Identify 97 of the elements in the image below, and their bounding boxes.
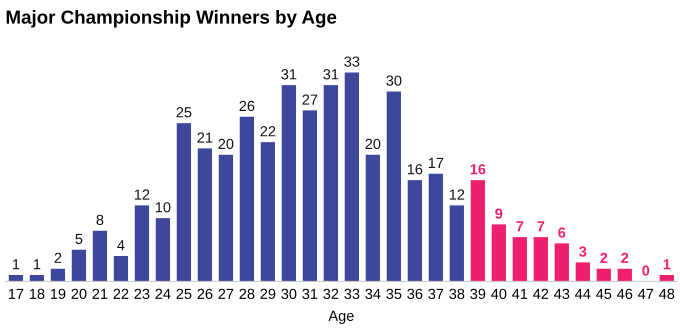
data-label: 2 [600, 252, 608, 263]
bar [176, 123, 192, 282]
data-label: 0 [642, 265, 650, 276]
data-label: 20 [218, 138, 234, 150]
bar [8, 275, 24, 282]
bar [260, 142, 276, 282]
data-label: 22 [260, 126, 276, 136]
bar [156, 218, 170, 282]
x-tick-label: 17 [8, 288, 24, 299]
data-label: 12 [134, 189, 150, 200]
x-tick-label: 22 [114, 288, 128, 299]
bar [324, 85, 338, 282]
x-tick-label: 26 [198, 288, 212, 300]
chart-title: Major Championship Winners by Age [6, 10, 336, 28]
x-tick-label: 47 [638, 288, 654, 299]
x-tick-label: 42 [533, 288, 548, 299]
x-tick-label: 48 [659, 288, 674, 300]
data-label: 20 [365, 138, 380, 150]
x-tick-label: 35 [386, 288, 402, 300]
x-tick-label: 41 [512, 288, 528, 299]
data-label: 6 [558, 227, 566, 238]
data-label: 27 [302, 94, 318, 105]
data-label: 31 [323, 69, 338, 80]
data-label: 12 [450, 189, 464, 200]
bar [344, 72, 359, 282]
data-label: 8 [96, 214, 104, 226]
x-tick-label: 40 [491, 288, 506, 300]
data-label: 16 [408, 164, 422, 174]
data-label: 2 [621, 252, 628, 263]
data-label: 4 [117, 240, 125, 250]
x-tick-label: 34 [365, 288, 381, 300]
bar [134, 205, 150, 282]
data-label: 7 [516, 221, 524, 232]
x-tick-label: 23 [134, 288, 150, 300]
x-axis-title: Age [328, 310, 354, 324]
bar [114, 256, 128, 282]
x-tick-label: 31 [302, 288, 318, 300]
bar [218, 154, 234, 282]
x-tick-label: 24 [156, 288, 171, 299]
bar [470, 180, 485, 282]
x-tick-label: 28 [240, 288, 254, 300]
x-tick-label: 19 [50, 288, 66, 300]
x-tick-label: 36 [407, 288, 422, 300]
data-label: 9 [495, 208, 502, 219]
x-tick-label: 45 [596, 288, 612, 300]
data-label: 21 [198, 132, 212, 143]
bar [596, 268, 611, 282]
x-tick-label: 27 [218, 288, 234, 299]
x-tick-label: 18 [30, 288, 44, 300]
bar [428, 174, 443, 282]
x-tick-label: 43 [554, 288, 570, 300]
x-tick-label: 21 [92, 288, 108, 299]
bar [92, 230, 108, 282]
x-tick-label: 30 [281, 288, 296, 300]
x-tick-label: 44 [575, 288, 590, 299]
bar [386, 91, 401, 282]
x-tick-label: 25 [176, 288, 192, 300]
bar [302, 110, 318, 282]
data-label: 1 [664, 259, 670, 270]
bar [366, 154, 380, 282]
bar [554, 243, 569, 282]
bar [30, 275, 44, 282]
bar [492, 224, 506, 282]
data-label: 2 [54, 252, 62, 263]
bar [50, 268, 66, 282]
data-label: 10 [156, 202, 170, 212]
data-label: 31 [281, 69, 296, 80]
x-tick-label: 37 [428, 288, 444, 300]
x-tick-label: 38 [449, 288, 464, 300]
data-label: 30 [386, 75, 402, 86]
bar [282, 85, 296, 282]
bar [408, 180, 422, 282]
data-label: 1 [12, 259, 20, 270]
bar [512, 237, 527, 282]
bar [198, 148, 212, 282]
bar [240, 116, 254, 282]
data-label: 25 [176, 107, 192, 118]
x-tick-label: 20 [72, 288, 86, 300]
bar [450, 205, 464, 282]
x-tick-label: 39 [470, 288, 486, 300]
data-label: 7 [537, 221, 544, 232]
data-label: 1 [34, 259, 40, 270]
data-label: 16 [470, 164, 486, 174]
data-label: 33 [344, 56, 360, 67]
bar [660, 275, 674, 282]
x-tick-label: 29 [260, 288, 276, 300]
bar [576, 262, 590, 282]
data-label: 17 [428, 158, 444, 168]
bar [618, 268, 632, 282]
data-label: 3 [579, 246, 586, 257]
x-tick-label: 32 [323, 288, 338, 300]
data-label: 5 [75, 234, 82, 244]
x-tick-label: 33 [344, 288, 360, 300]
bar [534, 237, 548, 282]
bar [72, 250, 86, 282]
data-label: 26 [240, 100, 254, 112]
x-tick-label: 46 [617, 288, 632, 300]
